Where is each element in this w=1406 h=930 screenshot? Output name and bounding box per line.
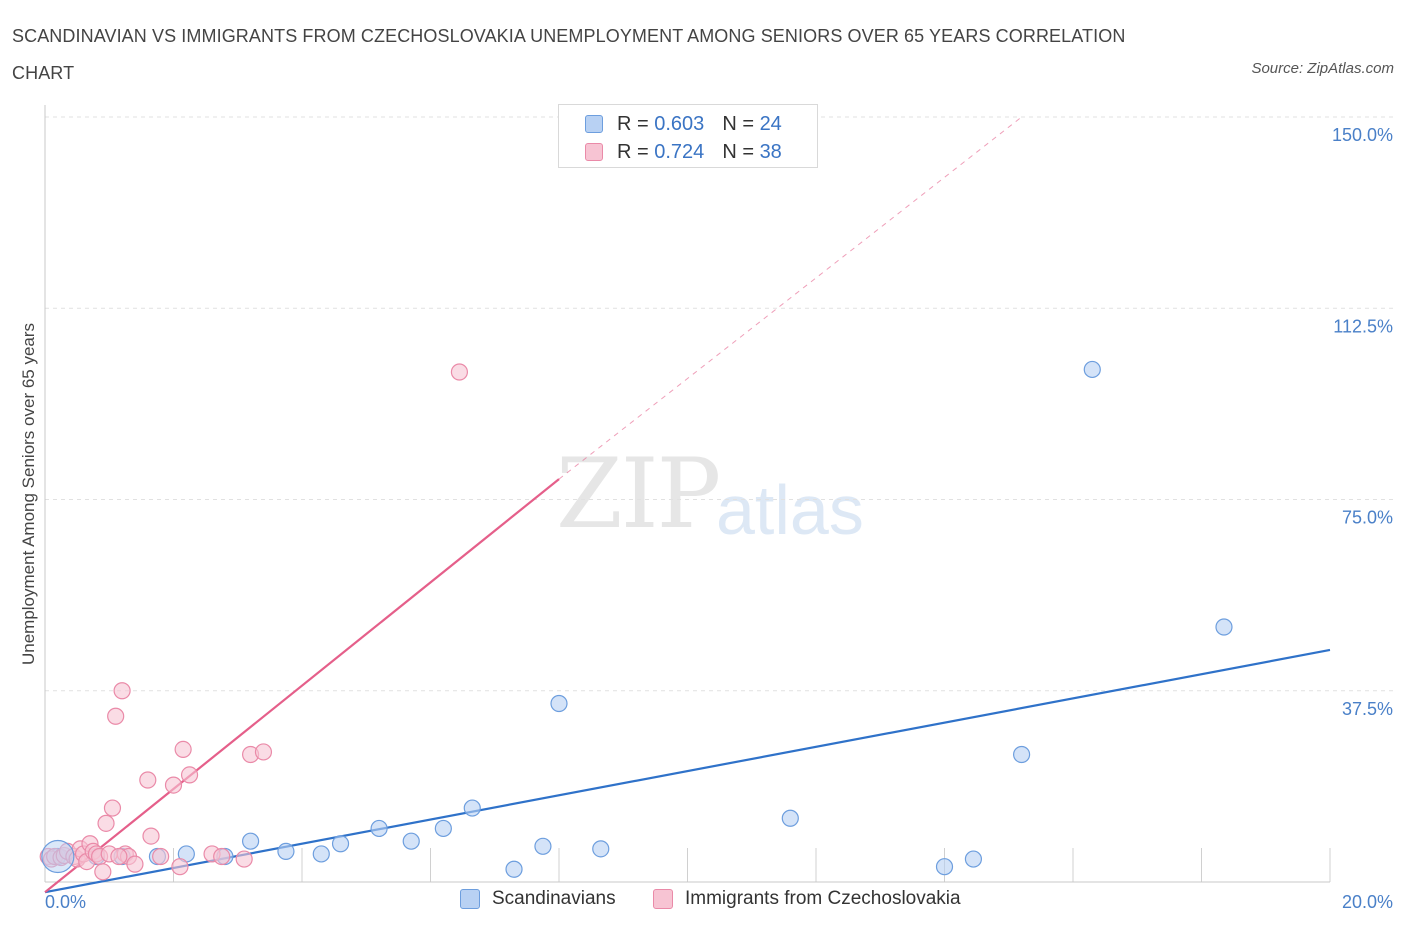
point-scandinavian — [1012, 745, 1031, 764]
legend-r-label: R = — [617, 112, 649, 135]
legend-swatch-blue — [585, 115, 603, 133]
trend-line-scandinavians — [44, 648, 1331, 894]
point-czechoslovakia — [103, 799, 122, 817]
point-scandinavian — [277, 842, 295, 861]
point-scandinavian — [434, 819, 452, 838]
point-czechoslovakia — [235, 850, 253, 868]
bottom-legend-label: Immigrants from Czechoslovakia — [685, 888, 961, 909]
point-scandinavian — [242, 832, 260, 850]
point-czechoslovakia — [113, 682, 131, 700]
point-czechoslovakia — [180, 766, 199, 784]
bottom-legend-label: Scandinavians — [492, 888, 616, 909]
point-czechoslovakia — [139, 771, 157, 789]
point-scandinavian — [1215, 618, 1233, 636]
legend-row-czechoslovakia: R = 0.724 N = 38 — [585, 139, 782, 165]
legend-swatch-pink — [585, 143, 603, 161]
point-scandinavian — [550, 694, 568, 713]
point-czechoslovakia — [94, 863, 112, 881]
legend-row-scandinavians: R = 0.603 N = 24 — [585, 111, 782, 137]
trend-line-czechoslovakia — [44, 478, 560, 894]
point-czechoslovakia — [97, 814, 115, 832]
point-czechoslovakia — [213, 847, 231, 866]
correlation-legend: R = 0.603 N = 24 R = 0.724 N = 38 — [558, 104, 818, 168]
point-scandinavian — [592, 840, 610, 858]
point-czechoslovakia — [164, 776, 183, 794]
y-tick-label: 37.5% — [1342, 699, 1393, 719]
point-czechoslovakia — [152, 847, 170, 866]
legend-n-label: N = — [722, 140, 754, 163]
point-czechoslovakia — [126, 855, 144, 873]
grid-lines — [45, 116, 1393, 692]
point-scandinavian — [534, 837, 552, 855]
chart-title: SCANDINAVIAN VS IMMIGRANTS FROM CZECHOSL… — [12, 26, 1126, 83]
legend-r-value: 0.724 — [654, 140, 705, 163]
source-label: Source: ZipAtlas.com — [1251, 60, 1394, 77]
watermark-zip: ZIP — [556, 438, 721, 550]
point-czechoslovakia — [174, 740, 192, 759]
point-scandinavian — [331, 835, 350, 853]
axis-labels: 37.5% 75.0% 112.5% 150.0% 0.0% 20.0% Unemploym… — [19, 125, 1393, 912]
point-czechoslovakia — [107, 707, 125, 725]
point-scandinavian — [505, 860, 523, 878]
data-points — [39, 360, 1233, 881]
point-scandinavian — [964, 850, 983, 868]
y-axis-label: Unemployment Among Seniors over 65 years — [19, 323, 38, 665]
bottom-swatch-blue — [460, 889, 480, 909]
legend-r-value: 0.603 — [654, 112, 705, 135]
legend-r-label: R = — [617, 140, 649, 163]
point-scandinavian — [935, 858, 954, 876]
point-czechoslovakia — [254, 743, 273, 761]
point-czechoslovakia — [450, 363, 469, 381]
legend-n-label: N = — [722, 112, 754, 135]
legend-n-value: 24 — [759, 112, 782, 135]
watermark-atlas: atlas — [716, 471, 864, 549]
point-scandinavian — [463, 799, 481, 817]
bottom-legend-scandinavians: Scandinavians — [460, 888, 616, 910]
point-czechoslovakia — [110, 847, 128, 866]
point-scandinavian — [402, 832, 420, 850]
point-czechoslovakia — [171, 858, 189, 876]
trend-lines — [44, 116, 1331, 894]
point-scandinavian — [370, 819, 388, 838]
point-scandinavian — [41, 839, 75, 874]
point-scandinavian — [1083, 360, 1101, 379]
bottom-swatch-pink — [653, 889, 673, 909]
y-tick-label: 150.0% — [1332, 125, 1393, 145]
point-scandinavian — [781, 809, 799, 827]
point-scandinavian — [312, 845, 330, 863]
y-tick-label: 75.0% — [1342, 508, 1393, 528]
bottom-legend-czechoslovakia: Immigrants from Czechoslovakia — [653, 888, 961, 910]
x-tick-label: 0.0% — [45, 892, 86, 912]
legend-n-value: 38 — [759, 140, 782, 163]
x-tick-label: 20.0% — [1342, 892, 1393, 912]
point-czechoslovakia — [142, 827, 160, 845]
axes — [44, 105, 1331, 883]
trend-extension-czechoslovakia — [558, 116, 1022, 480]
y-tick-label: 112.5% — [1333, 316, 1393, 336]
